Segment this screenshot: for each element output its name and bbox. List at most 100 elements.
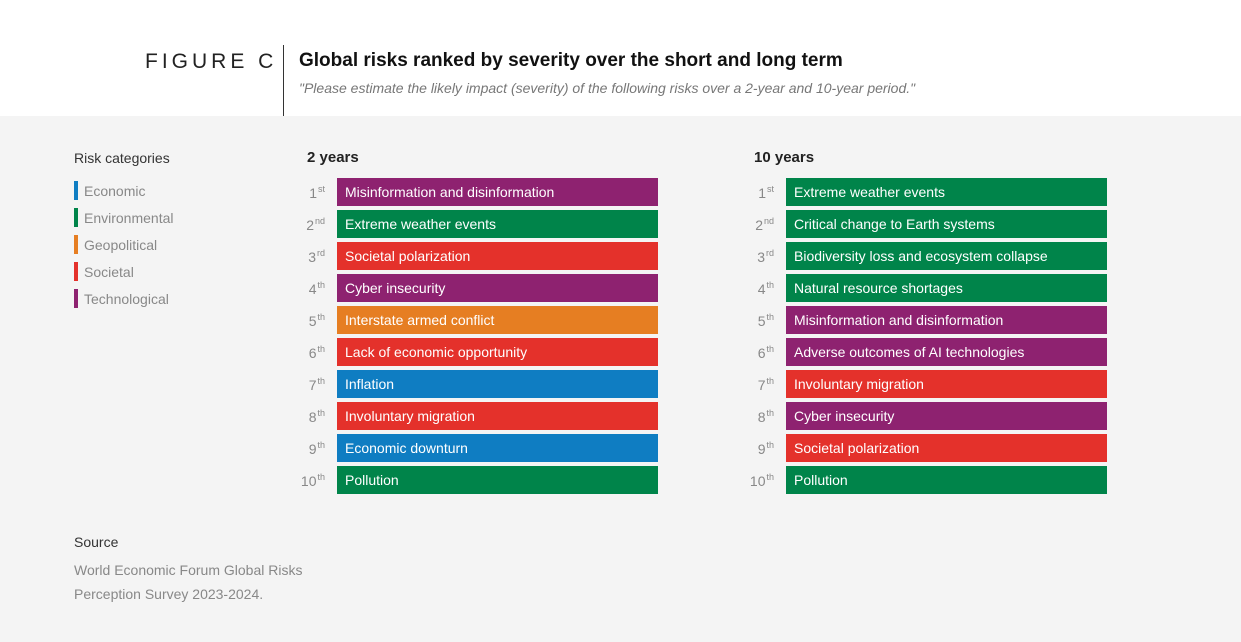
risk-bar: Inflation — [337, 370, 658, 398]
column-heading: 10 years — [754, 149, 815, 166]
risk-label: Extreme weather events — [345, 216, 496, 232]
risk-bar: Misinformation and disinformation — [337, 178, 658, 206]
ranked-risk-row: 10th Pollution — [750, 466, 1107, 498]
risk-bar: Involuntary migration — [337, 402, 658, 430]
risk-label: Misinformation and disinformation — [345, 184, 555, 200]
figure-subtitle: "Please estimate the likely impact (seve… — [299, 80, 916, 96]
risk-label: Pollution — [345, 472, 399, 488]
risk-label: Involuntary migration — [794, 376, 924, 392]
risk-bar: Pollution — [786, 466, 1107, 494]
risk-bar: Lack of economic opportunity — [337, 338, 658, 366]
risk-bar: Interstate armed conflict — [337, 306, 658, 334]
source-line: Perception Survey 2023-2024. — [74, 586, 264, 602]
risk-bar: Involuntary migration — [786, 370, 1107, 398]
ranked-risk-row: 3rd Societal polarization — [307, 242, 658, 274]
risk-label: Inflation — [345, 376, 395, 392]
rank-label: 7th — [308, 376, 325, 393]
risk-bar: Natural resource shortages — [786, 274, 1107, 302]
ranked-risk-row: 9th Economic downturn — [307, 434, 658, 466]
risk-bar: Extreme weather events — [337, 210, 658, 238]
ranked-risk-row: 1st Misinformation and disinformation — [307, 178, 658, 210]
risk-label: Economic downturn — [345, 440, 468, 456]
column-10-years: 10 years 1st Extreme weather events 2nd … — [750, 149, 1107, 498]
legend-swatch — [74, 262, 78, 281]
ranked-risk-row: 9th Societal polarization — [754, 434, 1107, 466]
column-heading: 2 years — [307, 149, 359, 166]
figure-title: Global risks ranked by severity over the… — [299, 50, 843, 71]
risk-bar: Critical change to Earth systems — [786, 210, 1107, 238]
rank-label: 2nd — [755, 216, 774, 233]
risk-label: Lack of economic opportunity — [345, 344, 528, 360]
risk-label: Societal polarization — [794, 440, 920, 456]
rank-label: 2nd — [306, 216, 325, 233]
ranked-risk-row: 2nd Critical change to Earth systems — [754, 210, 1107, 242]
legend-item: Technological — [74, 285, 174, 312]
risk-bar: Misinformation and disinformation — [786, 306, 1107, 334]
legend-label: Geopolitical — [84, 236, 158, 253]
source-title: Source — [74, 534, 119, 550]
legend-label: Societal — [84, 263, 134, 280]
legend-swatch — [74, 289, 78, 308]
risk-label: Cyber insecurity — [345, 280, 446, 296]
rank-label: 10th — [300, 472, 325, 489]
rank-label: 7th — [757, 376, 774, 393]
ranked-risk-row: 1st Extreme weather events — [754, 178, 1107, 210]
legend-label: Economic — [84, 182, 146, 199]
legend-item: Geopolitical — [74, 231, 174, 258]
source: Source World Economic Forum Global Risks… — [74, 534, 302, 606]
rank-label: 5th — [757, 312, 774, 329]
risk-bar: Biodiversity loss and ecosystem collapse — [786, 242, 1107, 270]
legend-swatch — [74, 181, 78, 200]
ranked-risk-row: 4th Cyber insecurity — [307, 274, 658, 306]
risk-label: Societal polarization — [345, 248, 471, 264]
risk-bar: Cyber insecurity — [786, 402, 1107, 430]
rank-label: 6th — [757, 344, 774, 361]
rank-label: 8th — [757, 408, 774, 425]
legend-item: Societal — [74, 258, 174, 285]
ranked-risk-row: 4th Natural resource shortages — [754, 274, 1107, 306]
legend-swatch — [74, 208, 78, 227]
risk-label: Biodiversity loss and ecosystem collapse — [794, 248, 1048, 264]
rank-label: 1st — [758, 184, 774, 201]
rank-label: 5th — [308, 312, 325, 329]
legend-label: Technological — [84, 290, 169, 307]
legend-title: Risk categories — [74, 150, 170, 166]
ranked-risk-row: 3rd Biodiversity loss and ecosystem coll… — [754, 242, 1107, 274]
legend-item: Economic — [74, 177, 174, 204]
risk-label: Extreme weather events — [794, 184, 945, 200]
ranked-risk-row: 5th Misinformation and disinformation — [754, 306, 1107, 338]
risk-bar: Economic downturn — [337, 434, 658, 462]
rank-label: 1st — [309, 184, 325, 201]
ranked-risk-row: 7th Inflation — [307, 370, 658, 402]
legend-label: Environmental — [84, 209, 174, 226]
legend-item: Environmental — [74, 204, 174, 231]
rank-label: 3rd — [308, 248, 325, 265]
legend-swatch — [74, 235, 78, 254]
legend: Risk categories Economic Environmental Geo… — [74, 150, 174, 312]
rank-label: 10th — [749, 472, 774, 489]
figure-label: FIGURE C — [145, 50, 278, 73]
ranked-risk-row: 2nd Extreme weather events — [306, 210, 658, 242]
rank-label: 9th — [308, 440, 325, 457]
risk-label: Critical change to Earth systems — [794, 216, 995, 232]
column-2-years: 2 years 1st Misinformation and disinform… — [301, 149, 658, 498]
risk-label: Involuntary migration — [345, 408, 475, 424]
risk-bar: Adverse outcomes of AI technologies — [786, 338, 1107, 366]
ranked-risk-row: 10th Pollution — [301, 466, 658, 498]
risk-label: Pollution — [794, 472, 848, 488]
header-divider — [283, 45, 284, 116]
source-line: World Economic Forum Global Risks — [74, 562, 303, 578]
ranked-risk-row: 8th Involuntary migration — [307, 402, 658, 434]
rank-label: 4th — [757, 280, 774, 297]
ranked-risk-row: 6th Adverse outcomes of AI technologies — [754, 338, 1107, 370]
rank-label: 8th — [308, 408, 325, 425]
risk-bar: Societal polarization — [786, 434, 1107, 462]
figure-header: FIGURE C Global risks ranked by severity… — [0, 0, 1241, 116]
risk-label: Cyber insecurity — [794, 408, 895, 424]
rank-label: 3rd — [757, 248, 774, 265]
risk-bar: Pollution — [337, 466, 658, 494]
risk-label: Interstate armed conflict — [345, 312, 495, 328]
ranked-risk-row: 7th Involuntary migration — [754, 370, 1107, 402]
rank-label: 9th — [757, 440, 774, 457]
risk-bar: Extreme weather events — [786, 178, 1107, 206]
